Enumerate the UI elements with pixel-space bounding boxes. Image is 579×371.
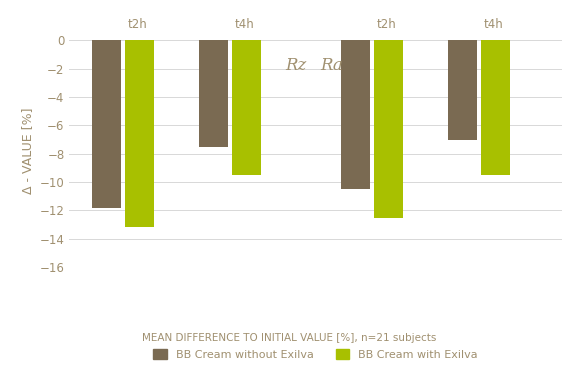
Text: t4h: t4h [483,18,503,31]
Bar [125,40,154,227]
Legend: BB Cream without Exilva, BB Cream with Exilva: BB Cream without Exilva, BB Cream with E… [153,349,478,360]
Text: t2h: t2h [128,18,148,31]
Bar [374,40,403,217]
Text: t4h: t4h [235,18,255,31]
Text: t2h: t2h [376,18,396,31]
Bar [340,40,369,189]
Bar [199,40,228,147]
Text: MEAN DIFFERENCE TO INITIAL VALUE [%], n=21 subjects: MEAN DIFFERENCE TO INITIAL VALUE [%], n=… [142,333,437,342]
Text: Ra: Ra [320,58,343,75]
Bar [481,40,510,175]
Text: Rz: Rz [285,58,306,75]
Bar [232,40,262,175]
Bar [92,40,121,208]
Y-axis label: Δ - VALUE [%]: Δ - VALUE [%] [21,107,34,194]
Bar [448,40,477,139]
